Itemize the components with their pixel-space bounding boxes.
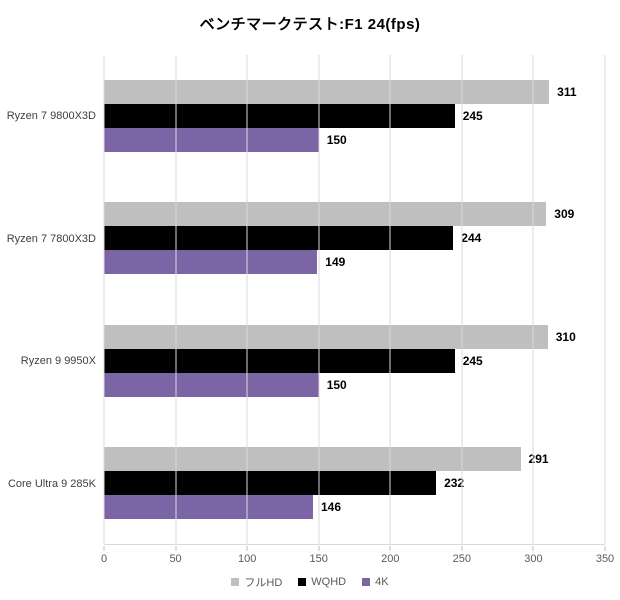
- bar-4K: [104, 128, 319, 153]
- bar-line: 146: [104, 494, 605, 519]
- x-axis-tick-label: 100: [237, 553, 257, 565]
- bar-value-label: 232: [444, 475, 465, 490]
- gridline: [103, 55, 105, 544]
- bar-line: 245: [104, 104, 605, 129]
- x-axis-tick: [175, 546, 177, 551]
- bar-4K: [104, 494, 313, 519]
- bar-フルHD: [104, 202, 547, 227]
- bar-cluster: 291 232 146: [104, 446, 605, 519]
- legend-label: フルHD: [244, 577, 283, 589]
- x-axis-tick-label: 300: [524, 553, 543, 565]
- bar-cluster: 311 245 150: [104, 80, 605, 153]
- legend-swatch-icon: [362, 578, 371, 586]
- category-label: Ryzen 7 7800X3D: [6, 232, 96, 245]
- bar-line: 311: [104, 80, 605, 105]
- bar-value-label: 311: [557, 85, 577, 100]
- bar-フルHD: [104, 80, 550, 105]
- x-axis-tick: [604, 546, 606, 551]
- bar-value-label: 150: [326, 133, 347, 148]
- x-axis-tick: [532, 546, 534, 551]
- chart-group-row: 311 245 150: [104, 55, 605, 177]
- bar-line: 291: [104, 446, 605, 471]
- bar-WQHD: [104, 348, 455, 373]
- gridline: [246, 55, 248, 544]
- chart-title: ベンチマークテスト:F1 24(fps): [199, 16, 421, 33]
- chart-group-row: 309 244 149: [104, 177, 605, 299]
- bar-value-label: 309: [554, 207, 575, 222]
- chart-group-row: 310 245 150: [104, 300, 605, 422]
- x-axis-tick-label: 250: [452, 553, 472, 565]
- category-label: Ryzen 9 9950X: [20, 355, 96, 368]
- x-axis-tick-label: 50: [169, 553, 182, 565]
- bar-WQHD: [104, 104, 455, 129]
- category-label: Ryzen 7 9800X3D: [6, 110, 96, 123]
- legend-label: WQHD: [311, 576, 347, 588]
- bar-4K: [104, 372, 319, 397]
- plot-area: 311 245 150 309 244 149 310 245 150 291 232 146: [103, 55, 606, 545]
- bar-line: 309: [104, 202, 605, 227]
- bar-line: 150: [104, 128, 605, 153]
- x-axis-tick-label: 0: [100, 553, 108, 565]
- gridline: [532, 55, 534, 544]
- legend-item: フルHD: [231, 574, 282, 590]
- x-axis-tick-label: 150: [309, 553, 328, 565]
- bar-line: 244: [104, 226, 605, 251]
- bar-line: 150: [104, 372, 605, 397]
- bar-line: 310: [104, 324, 605, 349]
- category-axis: Ryzen 7 9800X3D Ryzen 7 7800X3D Ryzen 9 99…: [0, 55, 96, 545]
- bar-value-label: 245: [462, 353, 483, 368]
- legend-label: 4K: [375, 576, 389, 588]
- bar-value-label: 150: [326, 377, 347, 392]
- legend-item: 4K: [362, 576, 389, 588]
- bar-value-label: 149: [325, 255, 346, 270]
- chart-group-row: 291 232 146: [104, 422, 605, 544]
- gridline: [389, 55, 391, 544]
- bar-value-label: 245: [462, 109, 483, 124]
- x-axis: 0 50 100 150 200 250 300 350: [100, 545, 614, 569]
- x-axis-tick: [461, 546, 463, 551]
- x-axis-tick-label: 200: [381, 553, 400, 565]
- x-axis-tick: [103, 546, 105, 551]
- bar-WQHD: [104, 226, 454, 251]
- bar-WQHD: [104, 470, 437, 495]
- legend: フルHD WQHD 4K: [0, 574, 620, 590]
- legend-swatch-icon: [298, 578, 307, 586]
- x-axis-tick: [389, 546, 391, 551]
- bar-line: 232: [104, 470, 605, 495]
- bar-value-label: 291: [528, 451, 549, 466]
- bar-cluster: 310 245 150: [104, 324, 605, 397]
- bar-line: 149: [104, 250, 605, 275]
- bar-cluster: 309 244 149: [104, 202, 605, 275]
- gridline: [604, 55, 606, 544]
- gridline: [318, 55, 320, 544]
- x-axis-tick: [318, 546, 320, 551]
- bar-フルHD: [104, 324, 548, 349]
- gridline: [461, 55, 463, 544]
- bar-value-label: 310: [555, 329, 576, 344]
- gridline: [175, 55, 177, 544]
- legend-swatch-icon: [231, 578, 240, 586]
- bar-フルHD: [104, 446, 521, 471]
- x-axis-tick: [246, 546, 248, 551]
- bar-value-label: 146: [320, 499, 342, 514]
- legend-item: WQHD: [298, 576, 346, 588]
- category-label: Core Ultra 9 285K: [7, 477, 96, 490]
- bar-rows: 311 245 150 309 244 149 310 245 150 291 232 146: [104, 55, 605, 544]
- bar-line: 245: [104, 348, 605, 373]
- bar-value-label: 244: [461, 231, 482, 246]
- x-axis-tick-label: 350: [595, 553, 615, 565]
- bar-4K: [104, 250, 318, 275]
